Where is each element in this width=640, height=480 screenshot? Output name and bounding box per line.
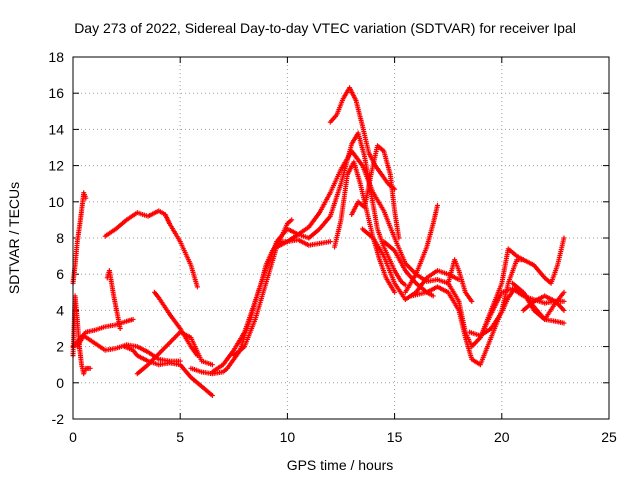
series-track-5 bbox=[102, 208, 200, 290]
y-tick-label: 2 bbox=[56, 339, 64, 355]
x-tick-label: 20 bbox=[494, 429, 510, 445]
data-point-marker bbox=[194, 284, 200, 290]
y-axis-label: SDTVAR / TECUs bbox=[6, 182, 22, 294]
series-track-13 bbox=[274, 148, 567, 350]
x-axis-label: GPS time / hours bbox=[287, 457, 394, 473]
data-point-marker bbox=[392, 186, 398, 192]
x-tick-label: 15 bbox=[387, 429, 403, 445]
data-point-marker bbox=[561, 235, 567, 241]
series-track-17 bbox=[349, 143, 402, 241]
series-track-9 bbox=[151, 289, 200, 359]
data-point-marker bbox=[430, 293, 436, 299]
plot-frame bbox=[72, 56, 610, 420]
series-track-19 bbox=[381, 239, 436, 299]
series-track-26 bbox=[520, 293, 567, 313]
series-track-21 bbox=[409, 257, 526, 368]
grid-lines bbox=[73, 57, 609, 419]
y-tick-label: 18 bbox=[48, 49, 64, 65]
y-tick-label: 6 bbox=[56, 266, 64, 282]
series-track-12 bbox=[231, 217, 295, 359]
chart-title: Day 273 of 2022, Sidereal Day-to-day VTE… bbox=[74, 20, 576, 36]
data-markers bbox=[70, 85, 567, 398]
series-track-4 bbox=[74, 333, 183, 364]
y-tick-label: -2 bbox=[52, 411, 65, 427]
y-tick-label: 4 bbox=[56, 302, 64, 318]
y-tick-label: 8 bbox=[56, 230, 64, 246]
y-tick-label: 14 bbox=[48, 121, 64, 137]
y-tick-label: 16 bbox=[48, 85, 64, 101]
x-tick-label: 25 bbox=[601, 429, 617, 445]
series-track-10 bbox=[188, 237, 333, 377]
data-point-marker bbox=[130, 316, 136, 322]
y-tick-label: 10 bbox=[48, 194, 64, 210]
data-point-marker bbox=[209, 362, 215, 368]
series-track-18 bbox=[359, 226, 462, 303]
series-track-16 bbox=[332, 159, 398, 295]
data-point-marker bbox=[561, 320, 567, 326]
data-point-marker bbox=[469, 298, 475, 304]
data-point-marker bbox=[561, 307, 567, 313]
data-point-marker bbox=[561, 289, 567, 295]
data-point-marker bbox=[327, 239, 333, 245]
data-point-marker bbox=[402, 282, 408, 288]
x-tick-label: 5 bbox=[176, 429, 184, 445]
data-point-marker bbox=[396, 235, 402, 241]
data-point-marker bbox=[209, 392, 215, 398]
series-track-24 bbox=[477, 235, 567, 341]
series-track-22 bbox=[445, 257, 475, 304]
data-point-marker bbox=[392, 289, 398, 295]
data-point-marker bbox=[87, 365, 93, 371]
y-tick-label: 12 bbox=[48, 158, 64, 174]
data-point-marker bbox=[289, 217, 295, 223]
x-tick-label: 10 bbox=[280, 429, 296, 445]
data-point-marker bbox=[117, 326, 123, 331]
x-tick-label: 0 bbox=[69, 429, 77, 445]
series-track-1 bbox=[70, 190, 89, 286]
data-point-marker bbox=[83, 195, 89, 201]
y-tick-label: 0 bbox=[56, 375, 64, 391]
series-track-20 bbox=[402, 202, 440, 295]
data-point-marker bbox=[434, 202, 440, 208]
data-point-marker bbox=[194, 353, 200, 359]
series-track-6 bbox=[104, 268, 123, 331]
data-point-marker bbox=[561, 298, 567, 304]
